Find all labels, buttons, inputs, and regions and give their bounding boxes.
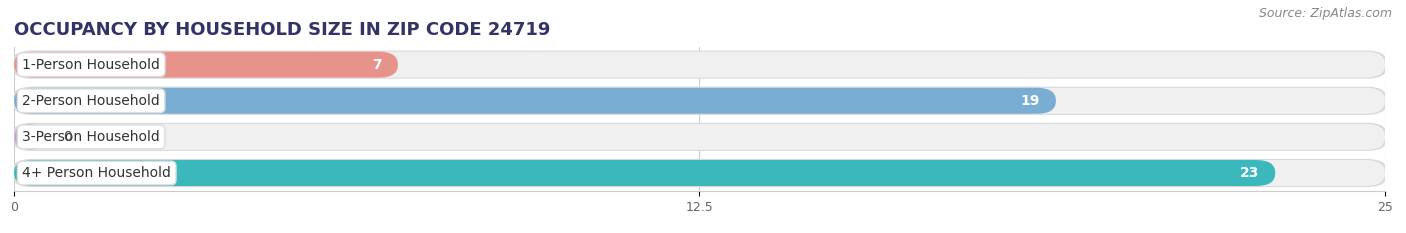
- FancyBboxPatch shape: [14, 160, 1385, 186]
- Text: 2-Person Household: 2-Person Household: [22, 94, 160, 108]
- FancyBboxPatch shape: [14, 160, 1275, 186]
- FancyBboxPatch shape: [11, 51, 1388, 79]
- Text: OCCUPANCY BY HOUSEHOLD SIZE IN ZIP CODE 24719: OCCUPANCY BY HOUSEHOLD SIZE IN ZIP CODE …: [14, 21, 550, 39]
- Text: 19: 19: [1021, 94, 1039, 108]
- FancyBboxPatch shape: [14, 124, 1385, 150]
- Text: 0: 0: [63, 130, 72, 144]
- FancyBboxPatch shape: [11, 123, 1388, 151]
- FancyBboxPatch shape: [14, 124, 46, 150]
- Text: Source: ZipAtlas.com: Source: ZipAtlas.com: [1258, 7, 1392, 20]
- Text: 7: 7: [371, 58, 381, 72]
- FancyBboxPatch shape: [11, 87, 1388, 115]
- FancyBboxPatch shape: [11, 159, 1388, 187]
- Text: 1-Person Household: 1-Person Household: [22, 58, 160, 72]
- FancyBboxPatch shape: [14, 88, 1056, 114]
- Text: 23: 23: [1240, 166, 1258, 180]
- Text: 4+ Person Household: 4+ Person Household: [22, 166, 172, 180]
- FancyBboxPatch shape: [14, 52, 398, 78]
- FancyBboxPatch shape: [14, 52, 1385, 78]
- FancyBboxPatch shape: [14, 88, 1385, 114]
- Text: 3-Person Household: 3-Person Household: [22, 130, 160, 144]
